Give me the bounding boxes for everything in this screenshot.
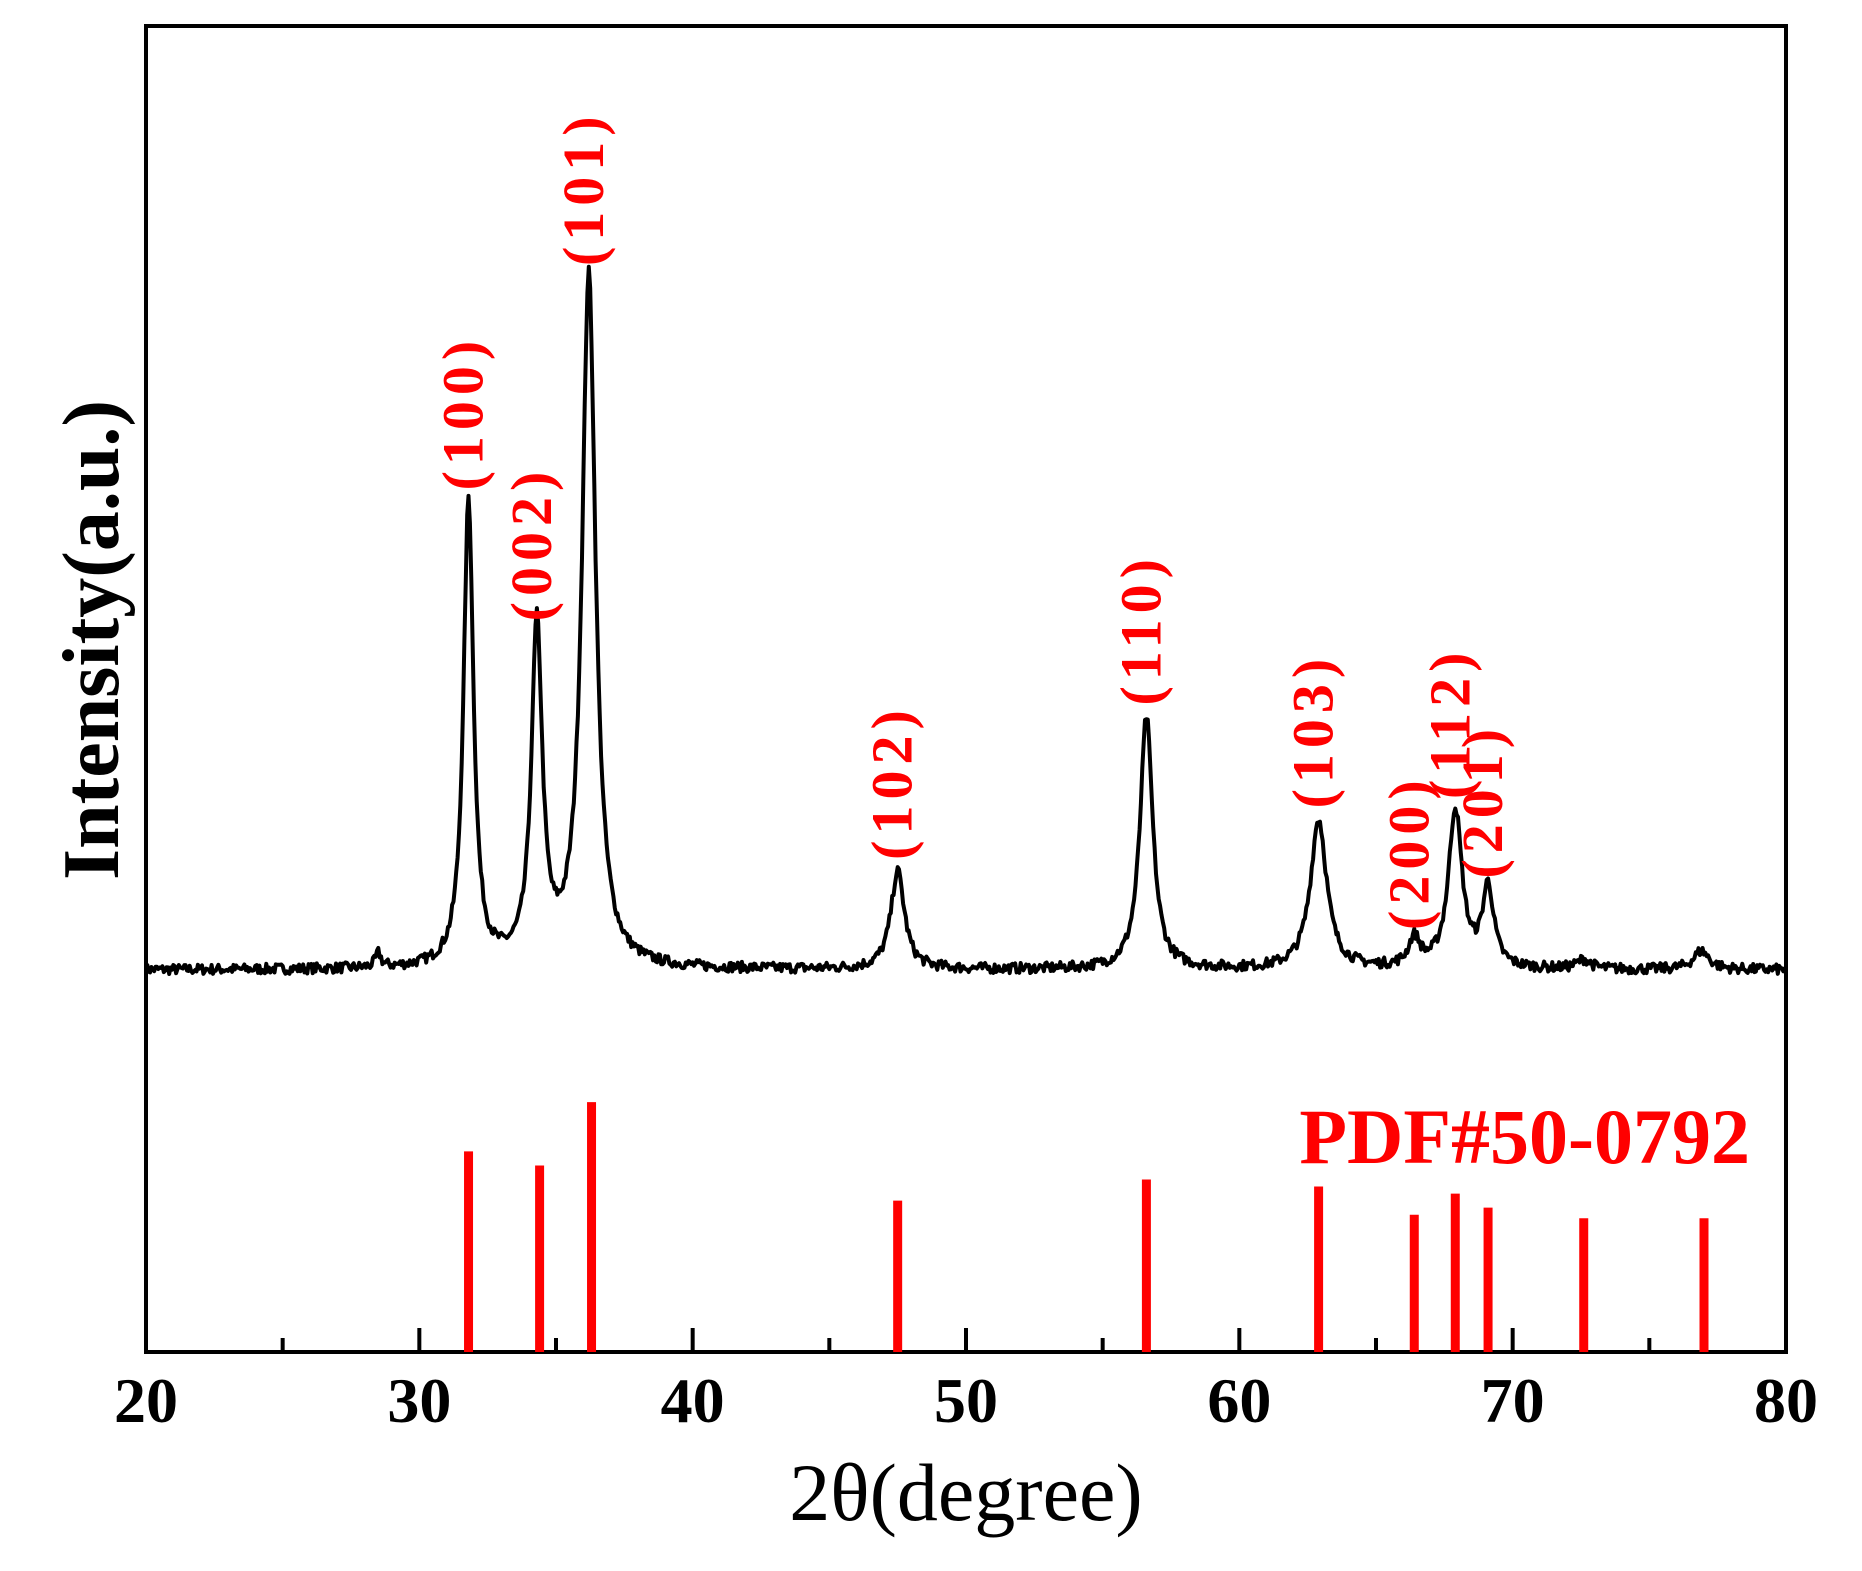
peak-label-6: (200) xyxy=(1376,774,1441,930)
x-tick-label-70: 70 xyxy=(1481,1365,1545,1436)
reference-label: PDF#50-0792 xyxy=(1299,1093,1750,1180)
x-tick-label-30: 30 xyxy=(387,1365,451,1436)
x-tick-label-80: 80 xyxy=(1754,1365,1818,1436)
peak-label-5: (103) xyxy=(1281,653,1346,809)
x-axis-title: 2θ(degree) xyxy=(789,1447,1142,1538)
x-tick-label-60: 60 xyxy=(1207,1365,1271,1436)
peak-label-2: (101) xyxy=(551,110,616,266)
peak-label-1: (002) xyxy=(499,466,564,622)
y-axis-title: Intensity(a.u.) xyxy=(48,400,136,880)
x-axis-tick-labels: 20 30 40 50 60 70 80 xyxy=(114,1365,1818,1436)
x-tick-label-40: 40 xyxy=(661,1365,725,1436)
peak-label-7: (112) xyxy=(1417,647,1482,799)
peak-label-8: (201) xyxy=(1450,723,1515,879)
peak-label-3: (102) xyxy=(860,704,925,860)
peak-label-0: (100) xyxy=(431,335,496,491)
xrd-pattern-line xyxy=(144,264,1788,976)
x-axis-ticks xyxy=(144,1328,1788,1352)
reference-lines xyxy=(464,1102,1709,1352)
peak-label-4: (110) xyxy=(1108,553,1173,705)
x-tick-label-20: 20 xyxy=(114,1365,178,1436)
x-tick-label-50: 50 xyxy=(934,1365,998,1436)
peak-annotations: (100)(002) (101) (102) (110) (103) (200)(112)… xyxy=(431,110,1516,930)
